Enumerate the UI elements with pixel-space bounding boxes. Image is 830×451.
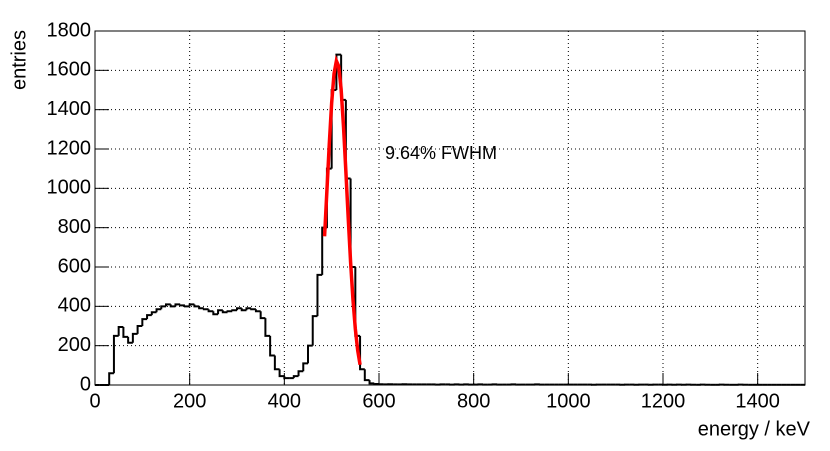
histogram-bin [259,311,266,320]
histogram-bin [165,303,171,307]
histogram-bin [108,372,114,385]
histogram-bin [254,309,261,313]
x-tick-label: 200 [173,390,206,412]
fit-curve [322,54,362,366]
histogram-bin [207,309,214,313]
histogram-bin [264,318,271,337]
x-tick-label: 800 [457,390,490,412]
x-tick-label: 400 [268,390,301,412]
histogram-bin [169,304,176,308]
histogram-bin [363,369,370,382]
histogram-bin [359,335,365,371]
histogram-bin [269,335,275,357]
y-tick-label: 1400 [47,98,92,120]
y-tick-label: 1600 [47,59,92,81]
y-tick-label: 400 [58,295,91,317]
histogram-bin [217,309,223,315]
histogram-bin [245,307,252,311]
histogram-bin [117,325,124,336]
histogram-bin [179,304,185,307]
histogram-bin [250,308,256,311]
y-tick-label: 600 [58,255,91,277]
histogram-bin [202,308,209,311]
histogram-bin [273,355,280,371]
y-tick-label: 200 [58,334,91,356]
histogram-bin [141,318,148,326]
histogram-bin [373,383,379,386]
y-tick-label: 1200 [47,137,92,159]
histogram-bin [236,307,242,311]
x-tick-label: 600 [362,390,395,412]
histogram-bin [155,308,162,313]
histogram-bin [221,310,228,314]
histogram-bin [302,362,308,372]
histogram-bin [240,308,247,312]
x-tick-label: 1400 [735,390,780,412]
histogram-bin [368,380,375,385]
histogram-bin [198,306,204,310]
y-axis-label: entries [8,30,30,90]
y-tick-label: 0 [80,373,91,395]
histogram-bin [283,376,290,380]
histogram-bin [174,303,181,307]
histogram-bin [212,311,219,316]
histogram-bin [311,315,318,346]
histogram-bin [316,273,323,317]
histogram-bin [127,336,133,344]
y-tick-label: 1000 [47,177,92,199]
histogram-bin [122,326,129,338]
histogram-bin [150,311,157,316]
histogram-bin [188,303,195,307]
histogram-bin [226,310,233,313]
y-tick-label: 800 [58,216,91,238]
histogram-bin [278,369,285,378]
histogram-bin [183,305,190,308]
x-axis-label: energy / keV [698,418,811,440]
histogram-bin [112,334,119,374]
histogram-bin [335,53,342,90]
y-tick-label: 1800 [47,19,92,41]
histogram-bin [307,344,313,364]
histogram-bin [292,375,299,379]
x-tick-label: 1000 [546,390,591,412]
histogram-bin [131,332,138,343]
histogram-bin [193,304,200,308]
histogram-bin [231,309,237,312]
histogram-bin [146,314,152,320]
histogram-bin [136,325,143,334]
x-tick-label: 1200 [641,390,686,412]
x-tick-label: 0 [89,390,100,412]
histogram-bin [297,370,304,377]
histogram-bin [160,305,166,310]
annotation: 9.64% FWHM [385,143,497,163]
